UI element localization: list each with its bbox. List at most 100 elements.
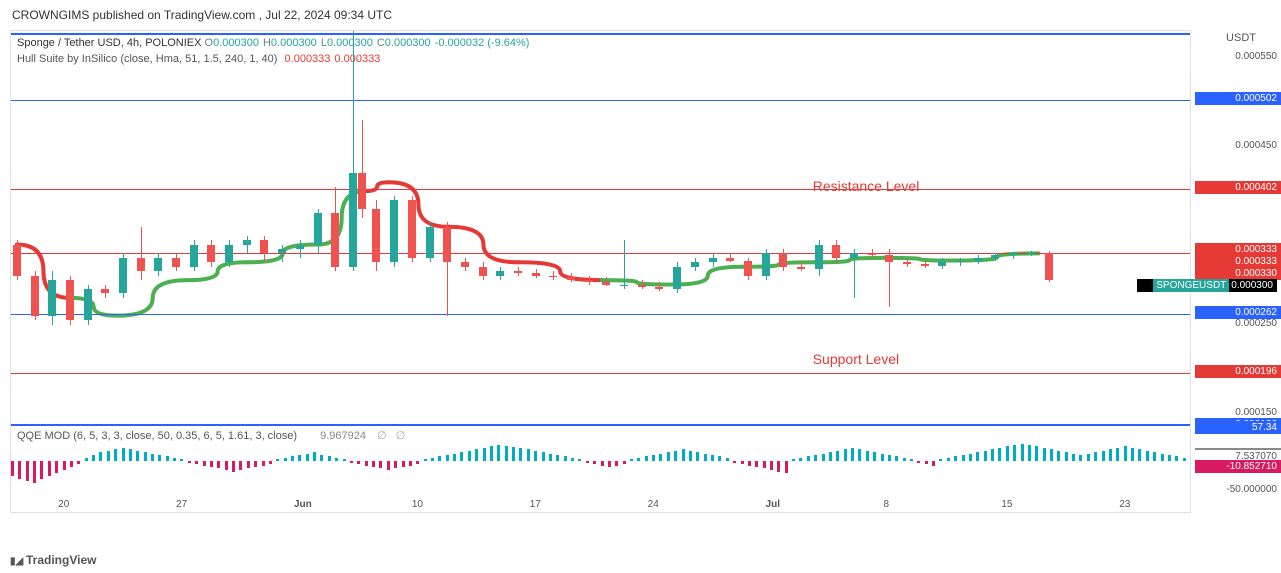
chart-annotation: Resistance Level xyxy=(813,178,920,194)
price-level-label: 0.000402 xyxy=(1195,181,1281,194)
price-tick: 0.000450 xyxy=(1235,140,1277,151)
publisher: CROWNGIMS xyxy=(12,8,89,22)
qqe-histogram-bar xyxy=(696,452,699,461)
qqe-histogram-bar xyxy=(1116,448,1119,461)
qqe-histogram-bar xyxy=(1006,446,1009,461)
qqe-histogram-bar xyxy=(136,451,139,462)
time-tick: 17 xyxy=(530,499,541,510)
qqe-histogram-bar xyxy=(881,454,884,461)
qqe-indicator-chart[interactable]: QQE MOD (6, 5, 3, 3, close, 50, 0.35, 6,… xyxy=(11,426,1190,496)
qqe-histogram-bar xyxy=(262,461,265,466)
qqe-histogram-bar xyxy=(637,458,640,461)
qqe-histogram-bar xyxy=(77,461,80,464)
qqe-histogram-bar xyxy=(1035,446,1038,461)
qqe-histogram-bar xyxy=(107,451,110,462)
qqe-histogram-bar xyxy=(910,459,913,461)
quote-currency-label: USDT xyxy=(1226,32,1256,44)
qqe-histogram-bar xyxy=(26,461,29,481)
qqe-histogram-bar xyxy=(195,461,198,464)
qqe-histogram-bar xyxy=(763,461,766,468)
qqe-value-label: 57.34 xyxy=(1195,421,1281,434)
qqe-histogram-bar xyxy=(608,461,611,467)
qqe-histogram-bar xyxy=(814,455,817,461)
qqe-histogram-bar xyxy=(1094,452,1097,461)
qqe-histogram-bar xyxy=(593,461,596,464)
qqe-histogram-bar xyxy=(328,456,331,461)
qqe-histogram-bar xyxy=(203,461,206,466)
qqe-histogram-bar xyxy=(578,459,581,461)
qqe-histogram-bar xyxy=(1183,458,1186,461)
qqe-histogram-bar xyxy=(144,452,147,461)
qqe-histogram-bar xyxy=(556,455,559,461)
qqe-histogram-bar xyxy=(689,451,692,462)
qqe-histogram-bar xyxy=(895,456,898,461)
qqe-histogram-bar xyxy=(792,459,795,461)
qqe-histogram-bar xyxy=(519,448,522,461)
qqe-histogram-bar xyxy=(151,454,154,461)
qqe-histogram-bar xyxy=(674,451,677,462)
price-tick: 0.000550 xyxy=(1235,51,1277,62)
qqe-histogram-bar xyxy=(527,449,530,461)
platform: TradingView.com xyxy=(164,8,255,22)
qqe-histogram-bar xyxy=(409,461,412,466)
price-axis: USDT 0.0005500.0004500.0002500.0001500.0… xyxy=(1191,30,1281,513)
qqe-histogram-bar xyxy=(438,456,441,461)
timestamp: Jul 22, 2024 09:34 UTC xyxy=(265,8,392,22)
price-level-label: 0.000196 xyxy=(1195,365,1281,378)
time-tick: 23 xyxy=(1119,499,1130,510)
qqe-histogram-bar xyxy=(158,455,161,461)
qqe-histogram-bar xyxy=(1168,455,1171,461)
qqe-histogram-bar xyxy=(962,455,965,461)
qqe-histogram-bar xyxy=(269,461,272,464)
qqe-histogram-bar xyxy=(239,461,242,470)
qqe-histogram-bar xyxy=(173,458,176,461)
qqe-histogram-bar xyxy=(1028,445,1031,461)
horizontal-level-line xyxy=(11,100,1190,101)
qqe-histogram-bar xyxy=(33,461,36,483)
qqe-histogram-bar xyxy=(844,449,847,461)
qqe-histogram-bar xyxy=(667,452,670,461)
qqe-histogram-bar xyxy=(601,461,604,466)
qqe-histogram-bar xyxy=(114,449,117,461)
qqe-histogram-bar xyxy=(63,461,66,470)
chart-area[interactable]: Sponge / Tether USD, 4h, POLONIEX O0.000… xyxy=(10,30,1191,513)
qqe-histogram-bar xyxy=(748,461,751,466)
qqe-histogram-bar xyxy=(99,452,102,461)
qqe-histogram-bar xyxy=(873,452,876,461)
qqe-histogram-bar xyxy=(254,461,257,467)
main-price-chart[interactable]: Sponge / Tether USD, 4h, POLONIEX O0.000… xyxy=(11,31,1190,426)
qqe-histogram-bar xyxy=(851,448,854,461)
qqe-histogram-bar xyxy=(836,451,839,462)
qqe-histogram-bar xyxy=(969,454,972,461)
qqe-histogram-bar xyxy=(939,459,942,461)
qqe-histogram-bar xyxy=(984,451,987,462)
qqe-histogram-bar xyxy=(276,459,279,461)
qqe-histogram-bar xyxy=(976,452,979,461)
qqe-histogram-bar xyxy=(770,461,773,470)
qqe-histogram-bar xyxy=(180,459,183,461)
qqe-histogram-bar xyxy=(483,448,486,461)
qqe-histogram-bar xyxy=(623,461,626,464)
horizontal-level-line xyxy=(11,373,1190,374)
qqe-histogram-bar xyxy=(726,458,729,461)
horizontal-level-line xyxy=(11,189,1190,190)
qqe-histogram-bar xyxy=(1146,451,1149,462)
time-tick: 10 xyxy=(412,499,423,510)
qqe-histogram-bar xyxy=(490,446,493,461)
qqe-histogram-bar xyxy=(424,459,427,461)
price-level-label: 0.000502 xyxy=(1195,92,1281,105)
qqe-histogram-bar xyxy=(741,461,744,464)
qqe-histogram-bar xyxy=(954,456,957,461)
chart-annotation: Support Level xyxy=(813,351,899,367)
qqe-histogram-bar xyxy=(505,446,508,461)
qqe-histogram-bar xyxy=(586,461,589,463)
qqe-histogram-bar xyxy=(225,461,228,470)
time-tick: 20 xyxy=(58,499,69,510)
price-tick: 0.000150 xyxy=(1235,407,1277,418)
time-tick: Jul xyxy=(766,499,780,510)
qqe-histogram-bar xyxy=(991,449,994,461)
qqe-histogram-bar xyxy=(365,461,368,466)
qqe-histogram-bar xyxy=(888,455,891,461)
qqe-histogram-bar xyxy=(1138,449,1141,461)
qqe-histogram-bar xyxy=(129,449,132,461)
